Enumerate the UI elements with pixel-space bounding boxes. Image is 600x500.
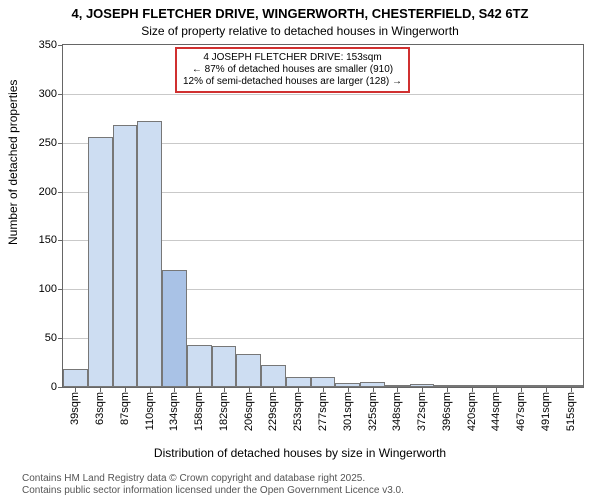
xtick-label: 301sqm (342, 392, 354, 431)
ytick-label: 0 (51, 381, 57, 393)
ytick-mark (58, 240, 63, 241)
xtick-label: 348sqm (391, 392, 403, 431)
ytick-mark (58, 45, 63, 46)
histogram-bar (137, 121, 162, 387)
xtick-label: 229sqm (267, 392, 279, 431)
annotation-line: ← 87% of detached houses are smaller (91… (183, 64, 402, 76)
plot-area: 05010015020025030035039sqm63sqm87sqm110s… (62, 44, 584, 388)
x-axis-label: Distribution of detached houses by size … (0, 446, 600, 460)
xtick-label: 491sqm (540, 392, 552, 431)
histogram-bar (162, 270, 187, 387)
annotation-line: 4 JOSEPH FLETCHER DRIVE: 153sqm (183, 52, 402, 64)
histogram-bar (113, 125, 138, 387)
xtick-label: 325sqm (367, 392, 379, 431)
xtick-label: 420sqm (466, 392, 478, 431)
ytick-label: 50 (45, 332, 57, 344)
ytick-label: 200 (39, 186, 57, 198)
y-axis-label: Number of detached properties (6, 80, 20, 245)
ytick-mark (58, 94, 63, 95)
histogram-bar (63, 369, 88, 387)
xtick-label: 63sqm (94, 392, 106, 425)
ytick-label: 100 (39, 283, 57, 295)
xtick-label: 206sqm (243, 392, 255, 431)
histogram-bar (311, 377, 336, 387)
footer-attribution: Contains HM Land Registry data © Crown c… (22, 473, 404, 496)
chart-title-line2: Size of property relative to detached ho… (0, 24, 600, 38)
annotation-line: 12% of semi-detached houses are larger (… (183, 76, 402, 88)
xtick-label: 182sqm (218, 392, 230, 431)
histogram-bar (88, 137, 113, 387)
chart-title-line1: 4, JOSEPH FLETCHER DRIVE, WINGERWORTH, C… (0, 6, 600, 21)
xtick-label: 87sqm (119, 392, 131, 425)
histogram-bar (212, 346, 237, 387)
ytick-mark (58, 387, 63, 388)
ytick-label: 300 (39, 88, 57, 100)
ytick-label: 250 (39, 137, 57, 149)
ytick-mark (58, 289, 63, 290)
xtick-label: 515sqm (565, 392, 577, 431)
ytick-label: 150 (39, 234, 57, 246)
xtick-label: 467sqm (515, 392, 527, 431)
xtick-label: 444sqm (490, 392, 502, 431)
xtick-label: 372sqm (416, 392, 428, 431)
annotation-box: 4 JOSEPH FLETCHER DRIVE: 153sqm ← 87% of… (175, 47, 410, 93)
footer-line: Contains HM Land Registry data © Crown c… (22, 473, 404, 485)
histogram-bar (286, 377, 311, 387)
ytick-mark (58, 192, 63, 193)
ytick-label: 350 (39, 39, 57, 51)
ytick-mark (58, 338, 63, 339)
ytick-mark (58, 143, 63, 144)
xtick-label: 158sqm (193, 392, 205, 431)
histogram-bar (187, 345, 212, 387)
xtick-label: 39sqm (69, 392, 81, 425)
xtick-label: 134sqm (168, 392, 180, 431)
xtick-label: 277sqm (317, 392, 329, 431)
histogram-bar (261, 365, 286, 387)
gridline-h (63, 94, 583, 95)
footer-line: Contains public sector information licen… (22, 485, 404, 497)
xtick-label: 253sqm (292, 392, 304, 431)
xtick-label: 396sqm (441, 392, 453, 431)
histogram-bar (236, 354, 261, 387)
xtick-label: 110sqm (144, 392, 156, 430)
chart-container: 4, JOSEPH FLETCHER DRIVE, WINGERWORTH, C… (0, 0, 600, 500)
